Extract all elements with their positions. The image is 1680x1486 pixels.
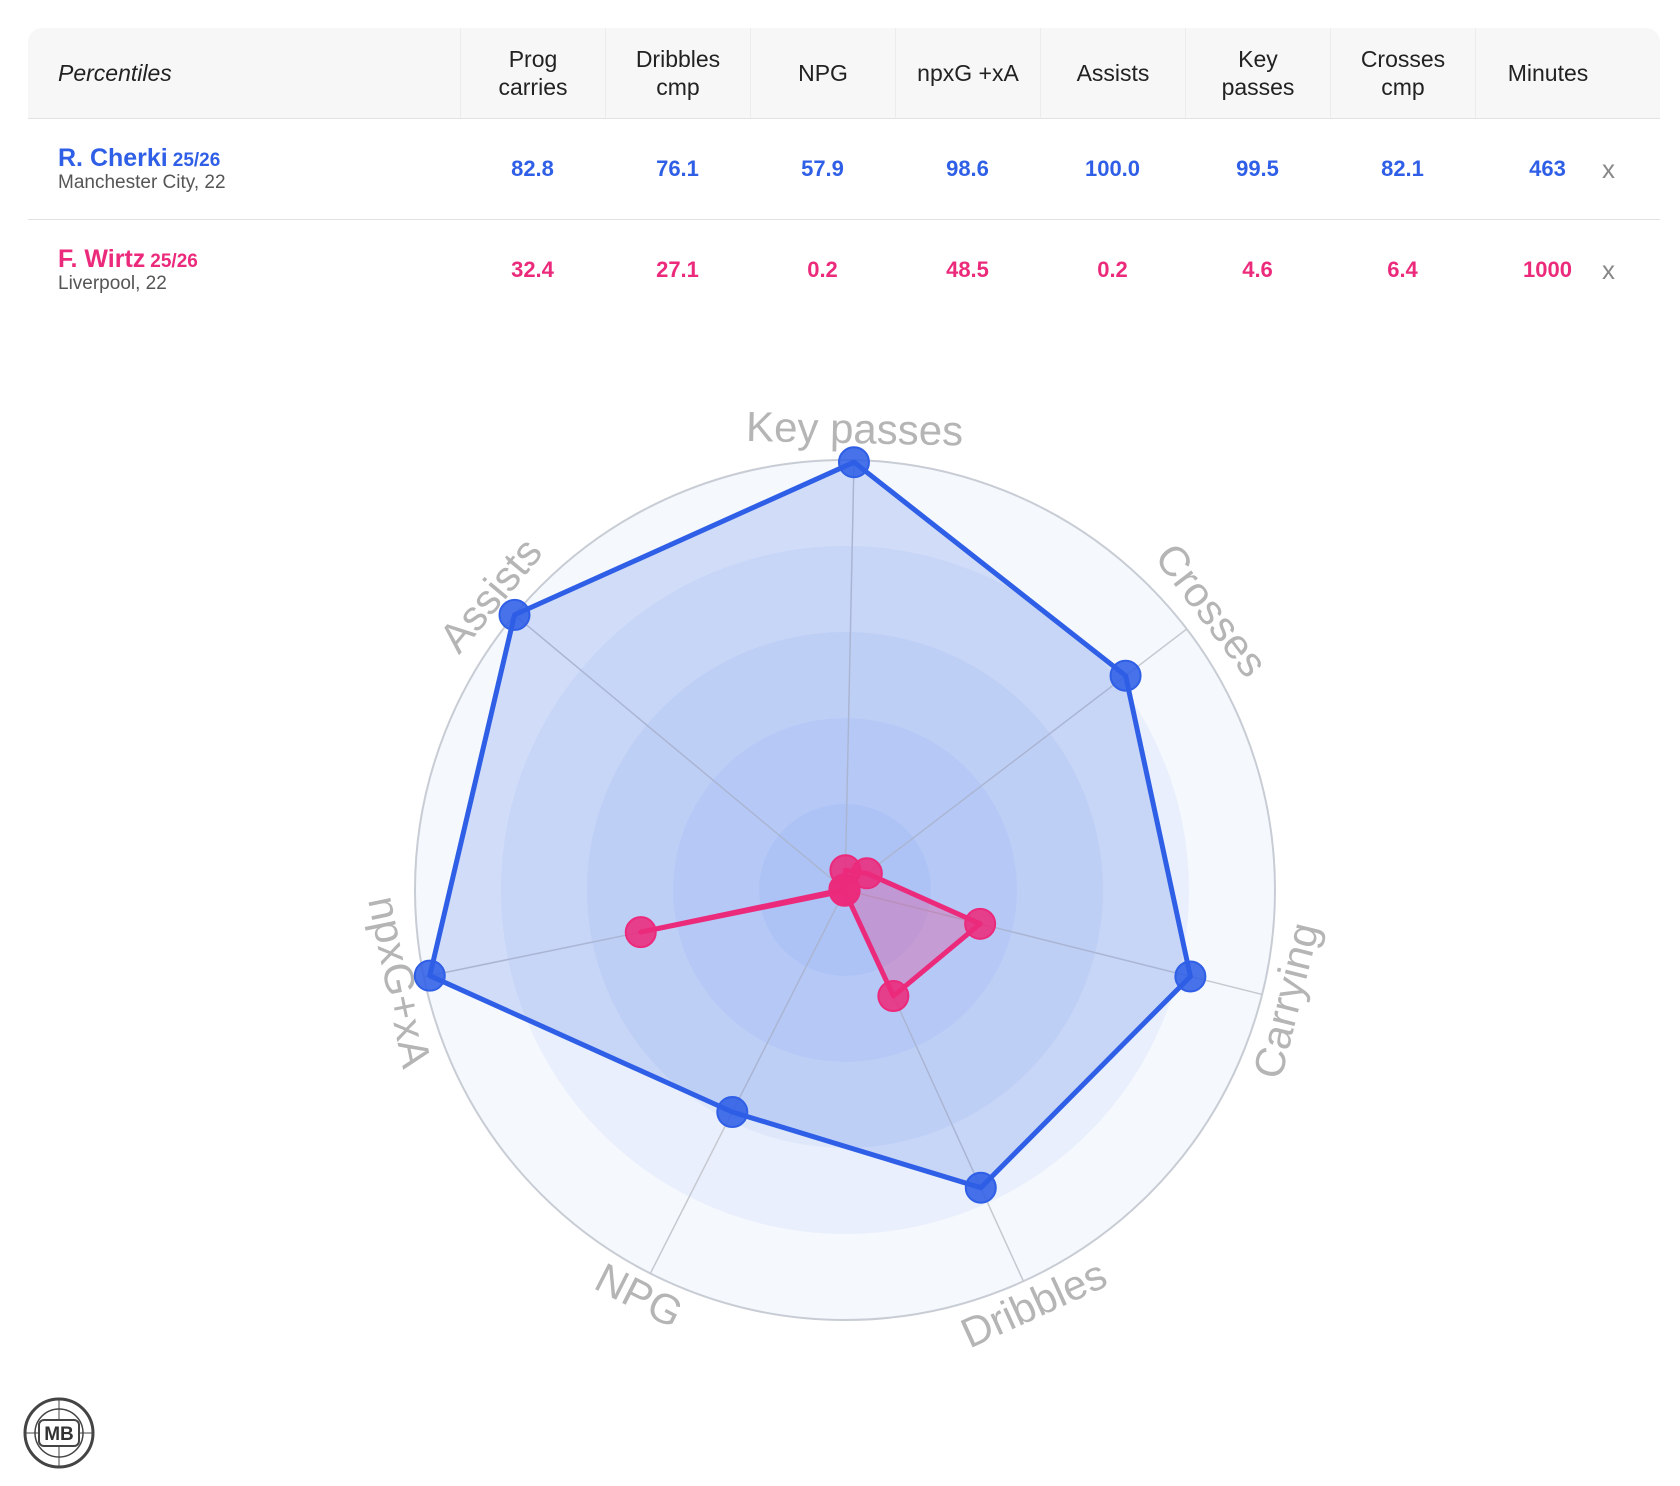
value-cell: 48.5 xyxy=(946,257,989,282)
value-cell: 99.5 xyxy=(1236,156,1279,181)
col-assists[interactable]: Assists xyxy=(1040,28,1185,118)
data-point xyxy=(498,598,531,631)
data-point xyxy=(877,980,910,1013)
logo-text: MB xyxy=(44,1424,74,1445)
value-cell: 98.6 xyxy=(946,156,989,181)
col-minutes[interactable]: Minutes xyxy=(1475,28,1620,118)
data-point xyxy=(624,916,657,949)
value-cell: 0.2 xyxy=(807,257,838,282)
data-point xyxy=(837,446,870,479)
value-cell: 6.4 xyxy=(1387,257,1418,282)
col-dribbles-cmp[interactable]: Dribbles cmp xyxy=(605,28,750,118)
data-point xyxy=(413,959,446,992)
value-cell: 0.2 xyxy=(1097,257,1128,282)
data-point xyxy=(964,907,997,940)
value-cell: 82.1 xyxy=(1381,156,1424,181)
table-row: R. Cherki 25/26 Manchester City, 22 82.8 … xyxy=(28,119,1660,220)
remove-player-button[interactable]: x xyxy=(1602,254,1615,285)
table-header: Percentiles Prog carries Dribbles cmp NP… xyxy=(28,28,1660,119)
value-cell: 1000 xyxy=(1523,257,1572,282)
data-point xyxy=(828,873,861,906)
value-cell: 463 xyxy=(1529,156,1566,181)
data-point xyxy=(1109,659,1142,692)
player-season: 25/26 xyxy=(172,150,221,171)
mb-logo: MB xyxy=(23,1397,95,1469)
col-npg[interactable]: NPG xyxy=(750,28,895,118)
col-prog-carries[interactable]: Prog carries xyxy=(460,28,605,118)
value-cell: 27.1 xyxy=(656,257,699,282)
radar-spoke xyxy=(844,460,855,891)
player-name[interactable]: F. Wirtz xyxy=(58,245,146,273)
player-cell: R. Cherki 25/26 Manchester City, 22 xyxy=(58,145,226,194)
series-area xyxy=(427,459,1193,1191)
data-point xyxy=(964,1171,997,1204)
axis-label: Key passes xyxy=(746,403,964,455)
col-npxg-xa[interactable]: npxG +xA xyxy=(895,28,1040,118)
player-cell: F. Wirtz 25/26 Liverpool, 22 xyxy=(58,246,198,295)
remove-player-button[interactable]: x xyxy=(1602,153,1615,184)
col-crosses-cmp[interactable]: Crosses cmp xyxy=(1330,28,1475,118)
value-cell: 32.4 xyxy=(511,257,554,282)
player-team: Liverpool, 22 xyxy=(58,273,167,294)
radar-spoke xyxy=(514,614,846,891)
player-name[interactable]: R. Cherki xyxy=(58,144,168,172)
value-cell: 4.6 xyxy=(1242,257,1273,282)
table-row: F. Wirtz 25/26 Liverpool, 22 32.4 27.1 0.… xyxy=(28,220,1660,320)
data-point xyxy=(850,857,883,890)
value-cell: 76.1 xyxy=(656,156,699,181)
series-area xyxy=(638,867,983,999)
data-point xyxy=(1174,960,1207,993)
value-cell: 100.0 xyxy=(1084,156,1141,181)
percentiles-table: Percentiles Prog carries Dribbles cmp NP… xyxy=(28,28,1660,320)
player-season: 25/26 xyxy=(150,251,198,272)
value-cell: 82.8 xyxy=(511,156,554,181)
radar-spoke xyxy=(649,889,846,1274)
col-key-passes[interactable]: Key passes xyxy=(1185,28,1330,118)
data-point xyxy=(716,1096,749,1129)
percentiles-label: Percentiles xyxy=(58,59,172,86)
value-cell: 57.9 xyxy=(801,156,844,181)
player-team: Manchester City, 22 xyxy=(58,172,226,193)
